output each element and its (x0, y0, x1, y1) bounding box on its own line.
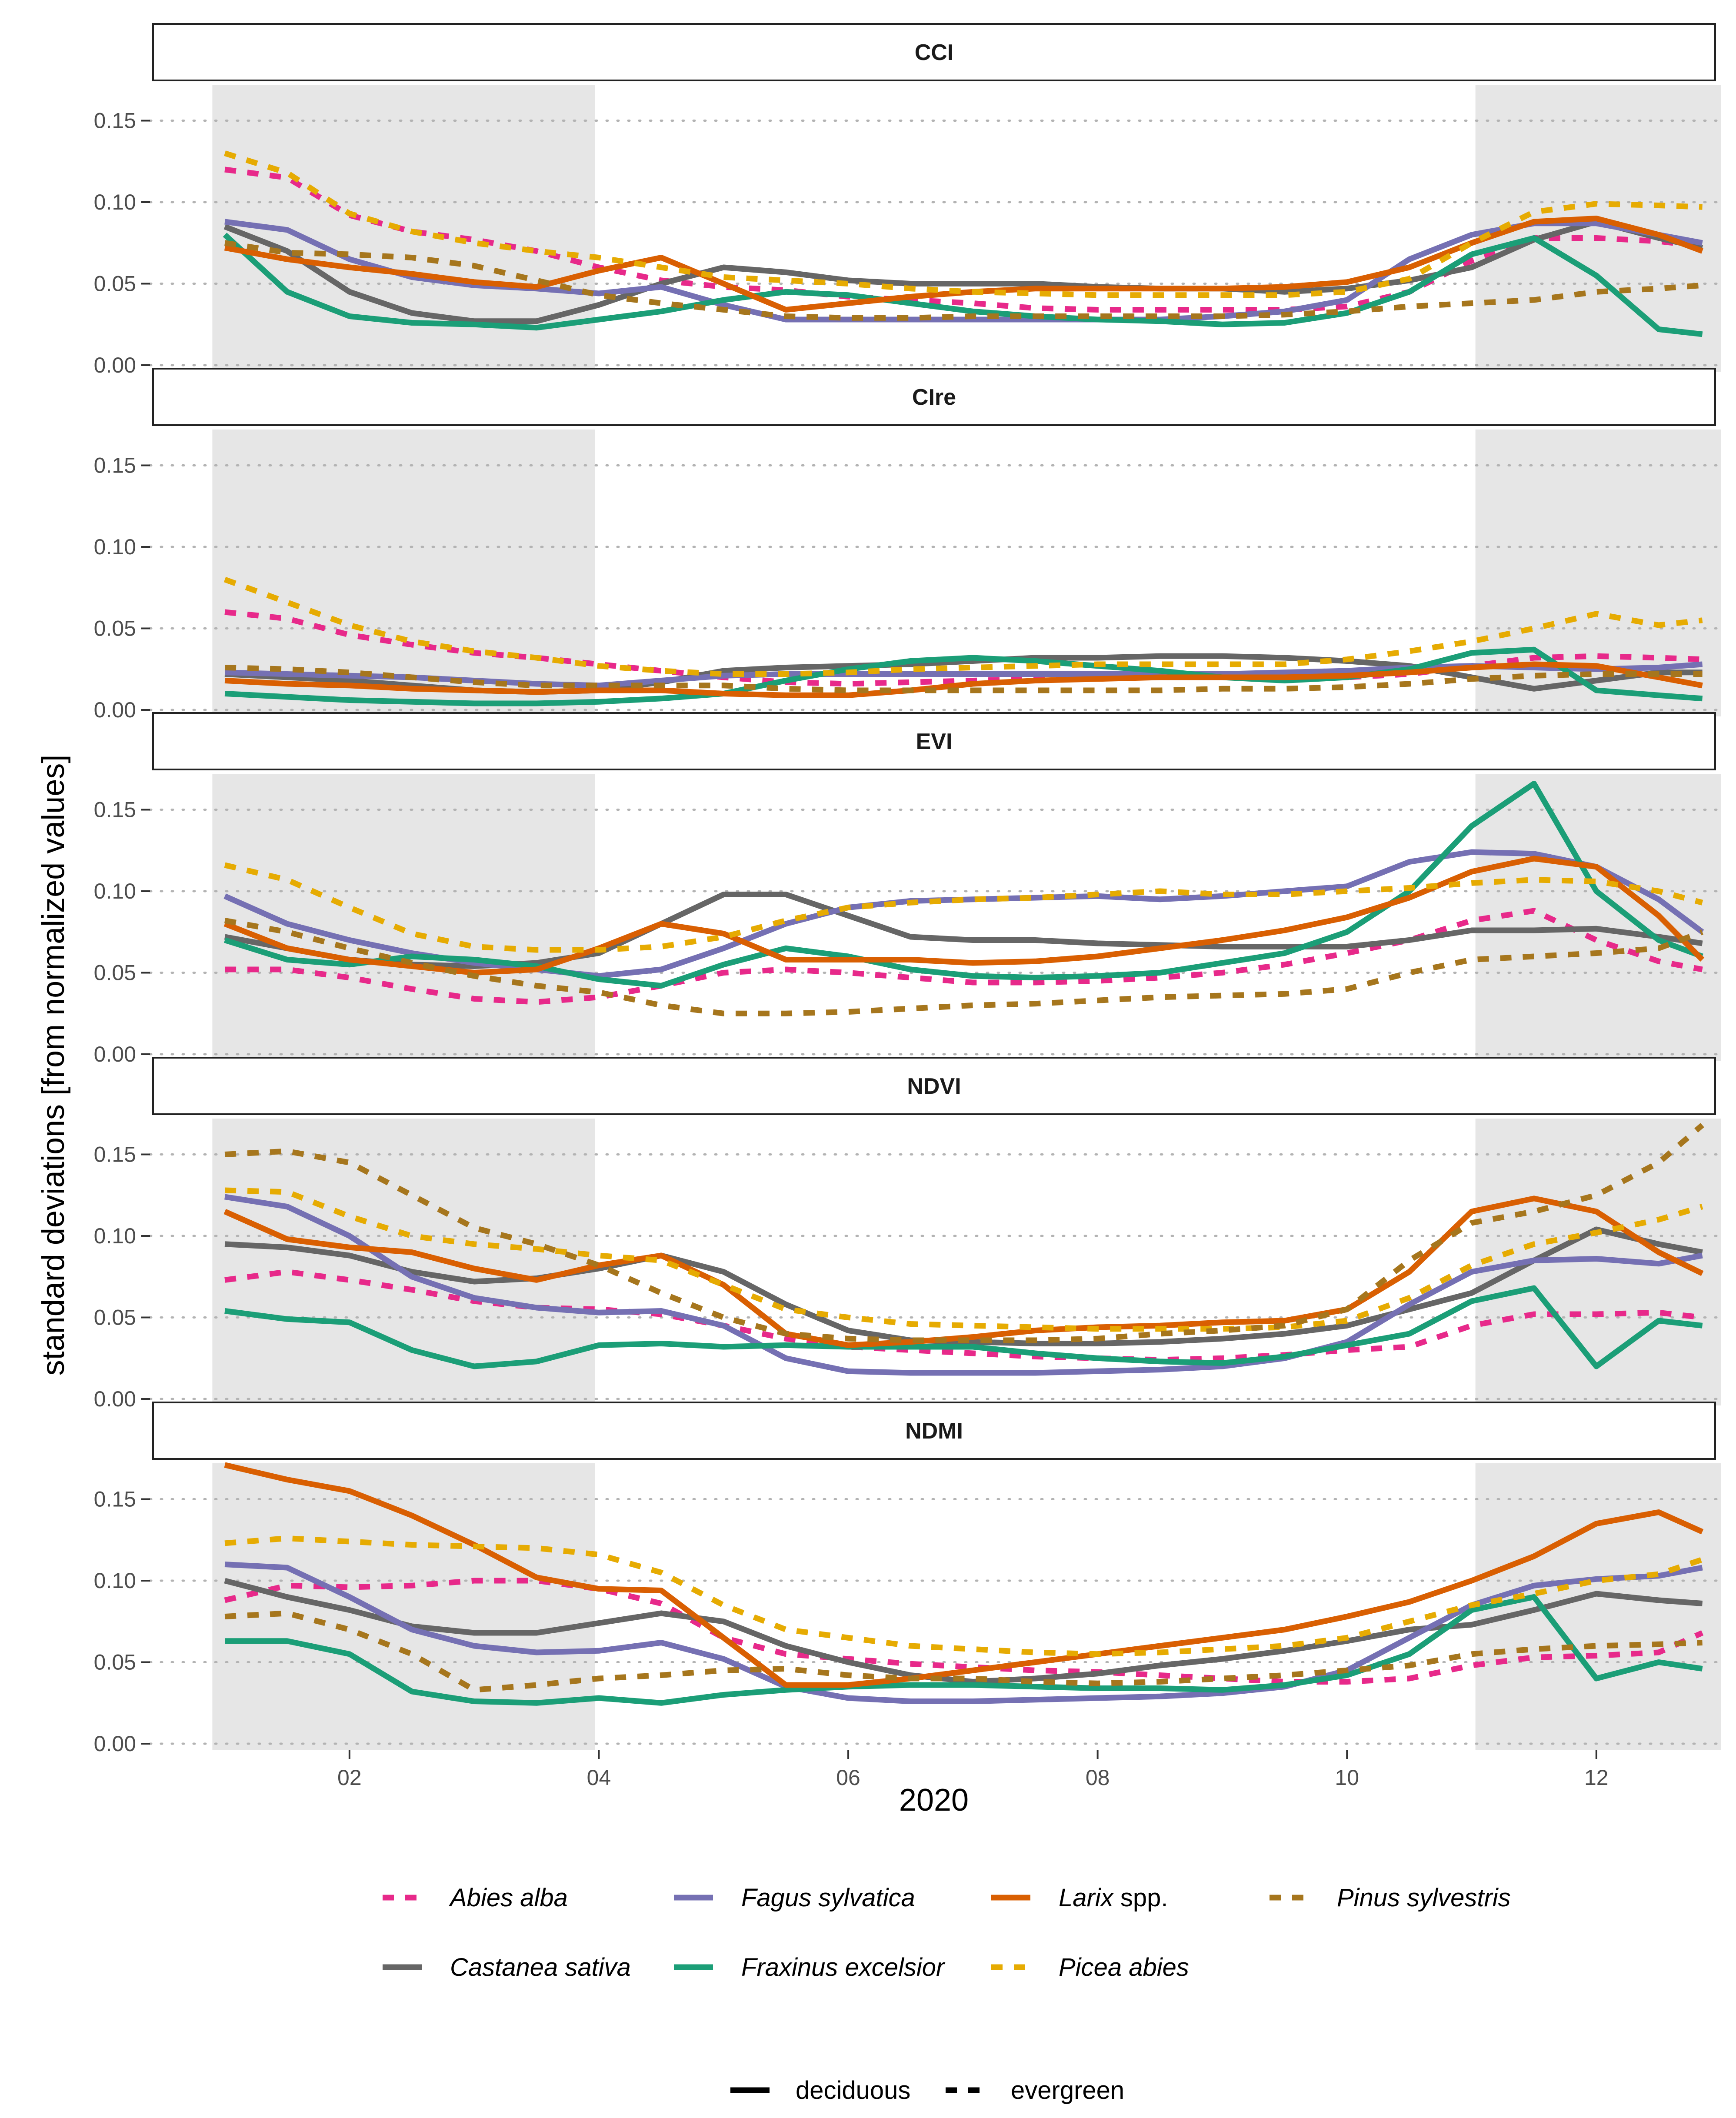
panel-title: NDMI (905, 1419, 963, 1444)
legend-item: Fraxinus excelsior (674, 1953, 946, 1981)
panel-strip (152, 712, 1716, 770)
series-line-castanea-sativa (224, 1578, 1703, 1685)
series-line-larix-spp (223, 1196, 1704, 1348)
series-line-picea-abies (224, 862, 1703, 953)
shaded-period (212, 1463, 595, 1750)
panel-strip (152, 368, 1716, 426)
series-line-abies-alba (224, 1269, 1703, 1363)
y-tick-label: 0.10 (94, 190, 136, 214)
panel-title: CIre (912, 385, 956, 410)
y-tick-label: 0.00 (94, 1387, 136, 1411)
legend-item: Abies alba (383, 1884, 568, 1912)
series-line-fraxinus-excelsior (224, 646, 1703, 706)
series-line-castanea-sativa (224, 892, 1703, 969)
legend-label: Fraxinus excelsior (741, 1953, 946, 1981)
linetype-legend-item: deciduous (730, 2076, 910, 2105)
x-tick-label: 02 (337, 1765, 362, 1790)
series-line-pinus-sylvestris (224, 918, 1703, 1016)
series-line-pinus-sylvestris (224, 240, 1703, 321)
panel-evi: EVI 0.00 0.05 0.10 0.15 (94, 712, 1721, 1066)
panel-title: EVI (916, 729, 953, 754)
y-tick-label: 0.05 (94, 961, 136, 985)
x-axis: 02 04 06 08 10 12 (337, 1750, 1609, 1790)
linetype-label: deciduous (796, 2076, 910, 2105)
y-tick-label: 0.00 (94, 1042, 136, 1066)
y-axis-title: standard deviations [from normalized val… (36, 755, 71, 1376)
panel-cire: CIre 0.00 0.05 0.10 0.15 (94, 368, 1721, 722)
linetype-legend-item: evergreen (946, 2076, 1124, 2105)
legend-label: Pinus sylvestris (1337, 1884, 1511, 1912)
series-line-abies-alba (224, 167, 1703, 313)
series-line-fraxinus-excelsior (225, 1594, 1703, 1706)
panel-title: CCI (915, 40, 954, 65)
panel-strip (152, 1057, 1716, 1115)
panel-strip (152, 1402, 1716, 1460)
series-line-larix-spp (224, 661, 1703, 698)
legend-label: Picea abies (1059, 1953, 1189, 1981)
legend-label: Castanea sativa (450, 1953, 631, 1981)
series-line-pinus-sylvestris (224, 665, 1703, 693)
y-tick-label: 0.10 (94, 1224, 136, 1248)
x-tick-label: 06 (836, 1765, 860, 1790)
series-line-fraxinus-excelsior (223, 233, 1703, 337)
shaded-period (1475, 1463, 1721, 1750)
series-line-abies-alba (224, 1578, 1704, 1685)
y-tick-label: 0.05 (94, 1650, 136, 1675)
series-line-castanea-sativa (223, 219, 1703, 324)
legend-label: Fagus sylvatica (741, 1884, 915, 1912)
y-tick-label: 0.10 (94, 879, 136, 903)
y-tick-label: 0.10 (94, 1569, 136, 1593)
series-line-pinus-sylvestris (224, 1123, 1704, 1343)
panel-ndvi: NDVI 0.00 0.05 0.10 0.15 (94, 1057, 1721, 1411)
y-tick-label: 0.05 (94, 616, 136, 641)
series-line-castanea-sativa (224, 1226, 1703, 1346)
legend-item: Larix spp. (991, 1884, 1168, 1912)
legend-item: Picea abies (991, 1953, 1189, 1981)
series-line-picea-abies (224, 1535, 1703, 1657)
legend-item: Fagus sylvatica (674, 1884, 915, 1912)
y-tick-label: 0.15 (94, 798, 136, 822)
series-line-pinus-sylvestris (224, 1610, 1703, 1693)
y-tick-label: 0.15 (94, 453, 136, 478)
series-line-picea-abies (224, 1187, 1703, 1332)
linetype-label: evergreen (1011, 2076, 1124, 2105)
y-tick-label: 0.15 (94, 109, 136, 133)
series-line-fraxinus-excelsior (224, 1285, 1703, 1369)
legend: Abies alba Fagus sylvatica Larix spp. Pinus… (383, 1884, 1511, 2105)
y-tick-label: 0.00 (94, 698, 136, 722)
legend-item: Pinus sylvestris (1270, 1884, 1511, 1912)
x-tick-label: 04 (587, 1765, 611, 1790)
series-line-fraxinus-excelsior (224, 781, 1703, 989)
panels: CCI0.000.050.100.15CIre0.000.050.100.15E… (94, 23, 1721, 1756)
y-tick-label: 0.10 (94, 535, 136, 559)
legend-label: Larix spp. (1059, 1884, 1168, 1912)
y-tick-label: 0.15 (94, 1142, 136, 1167)
series-line-larix-spp (223, 856, 1705, 976)
x-tick-label: 08 (1086, 1765, 1110, 1790)
x-tick-label: 12 (1584, 1765, 1609, 1790)
panel-title: NDVI (907, 1074, 961, 1099)
y-tick-label: 0.15 (94, 1487, 136, 1512)
y-tick-label: 0.05 (94, 272, 136, 296)
y-tick-label: 0.05 (94, 1305, 136, 1330)
shaded-period (212, 1119, 595, 1405)
panel-strip (152, 23, 1716, 81)
y-tick-label: 0.00 (94, 353, 136, 377)
series-line-fagus-sylvatica (224, 1194, 1703, 1376)
panel-ndmi: NDMI 0.00 0.05 0.10 0.15 (94, 1402, 1721, 1756)
series-line-abies-alba (225, 908, 1703, 1005)
series-line-picea-abies (224, 150, 1703, 298)
x-axis-title: 2020 (899, 1783, 969, 1818)
series-line-fagus-sylvatica (223, 849, 1704, 979)
legend-label: Abies alba (449, 1884, 568, 1912)
series-line-fagus-sylvatica (224, 219, 1703, 323)
legend-item: Castanea sativa (383, 1953, 631, 1981)
panel-cci: CCI 0.00 0.05 0.10 0.15 (94, 23, 1721, 377)
x-tick-label: 10 (1335, 1765, 1359, 1790)
y-tick-label: 0.00 (94, 1732, 136, 1756)
